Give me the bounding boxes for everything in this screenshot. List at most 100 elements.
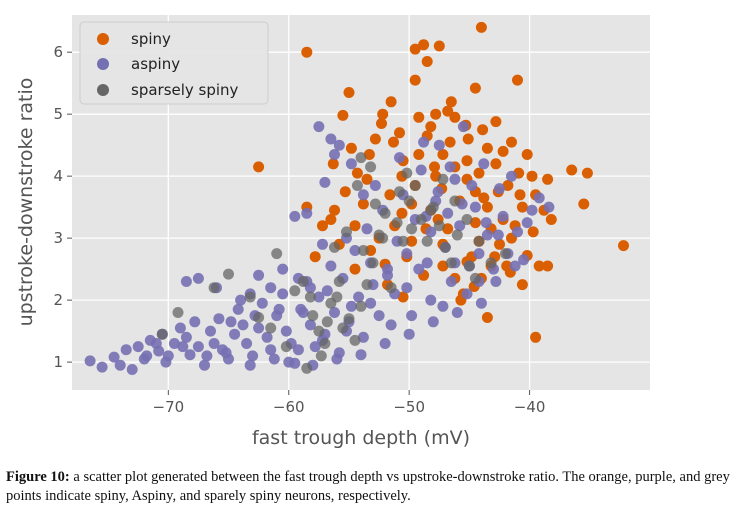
aspiny-point xyxy=(432,186,444,198)
sparsely-spiny-point xyxy=(223,268,234,280)
aspiny-point xyxy=(325,260,337,272)
aspiny-point xyxy=(427,316,439,328)
aspiny-point xyxy=(481,229,493,241)
aspiny-point xyxy=(401,248,413,260)
sparsely-spiny-point xyxy=(304,291,316,303)
aspiny-point xyxy=(457,121,469,133)
spiny-point xyxy=(433,40,445,52)
spiny-point xyxy=(369,133,381,145)
aspiny-point xyxy=(492,229,504,241)
aspiny-point xyxy=(433,139,445,151)
sparsely-spiny-point xyxy=(451,229,463,241)
aspiny-point xyxy=(213,313,225,325)
sparsely-spiny-point xyxy=(433,220,445,232)
aspiny-point xyxy=(425,294,437,306)
aspiny-point xyxy=(162,350,174,362)
y-tick-label: 4 xyxy=(53,167,63,185)
aspiny-point xyxy=(208,338,220,349)
aspiny-point xyxy=(394,152,405,164)
spiny-point xyxy=(418,39,430,51)
sparsely-spiny-point xyxy=(343,313,355,325)
sparsely-spiny-point xyxy=(461,214,473,225)
spiny-point xyxy=(329,204,340,216)
aspiny-point xyxy=(199,359,210,371)
legend-box xyxy=(79,21,269,105)
aspiny-point xyxy=(473,248,485,260)
spiny-point xyxy=(325,214,337,225)
sparsely-spiny-point xyxy=(341,226,352,238)
aspiny-point xyxy=(385,319,397,331)
sparsely-spiny-point xyxy=(156,328,168,340)
spiny-point xyxy=(363,149,375,160)
aspiny-point xyxy=(329,149,340,160)
aspiny-point xyxy=(461,288,473,300)
aspiny-point xyxy=(114,359,126,371)
aspiny-point xyxy=(533,192,545,204)
aspiny-point xyxy=(256,297,268,309)
sparsely-spiny-point xyxy=(172,307,184,318)
spiny-point xyxy=(462,133,474,145)
sparsely-spiny-point xyxy=(403,195,415,207)
scatter-chart: −70 −60 −50 −40 1 2 3 4 5 6 fast trough depth (mV… xyxy=(15,15,650,449)
aspiny-point xyxy=(309,341,321,353)
aspiny-point xyxy=(369,180,381,191)
spiny-point xyxy=(409,74,421,86)
aspiny-point xyxy=(543,201,555,213)
aspiny-point xyxy=(304,319,316,331)
legend-marker-spiny xyxy=(97,33,109,45)
aspiny-point xyxy=(333,139,345,151)
sparsely-spiny-point xyxy=(409,180,421,191)
spiny-point xyxy=(444,136,456,148)
aspiny-point xyxy=(201,350,213,362)
aspiny-point xyxy=(96,361,108,373)
spiny-point xyxy=(437,260,449,272)
legend-label-sparsely-spiny: sparsely spiny xyxy=(131,81,239,99)
sparsely-spiny-point xyxy=(355,300,367,312)
sparsely-spiny-point xyxy=(313,325,325,337)
aspiny-point xyxy=(357,189,369,201)
y-tick-label: 5 xyxy=(53,105,63,123)
sparsely-spiny-point xyxy=(301,362,313,374)
aspiny-point xyxy=(382,269,393,281)
sparsely-spiny-point xyxy=(394,186,405,198)
aspiny-point xyxy=(466,180,478,191)
aspiny-point xyxy=(192,272,204,284)
sparsely-spiny-point xyxy=(337,322,349,334)
sparsely-spiny-point xyxy=(208,282,220,294)
spiny-point xyxy=(376,118,387,129)
sparsely-spiny-point xyxy=(445,257,457,269)
aspiny-point xyxy=(329,307,340,318)
aspiny-point xyxy=(108,351,120,363)
aspiny-point xyxy=(297,307,309,318)
x-axis-label: fast trough depth (mV) xyxy=(252,427,470,449)
spiny-point xyxy=(339,186,351,198)
spiny-point xyxy=(377,108,389,120)
aspiny-point xyxy=(494,183,505,195)
aspiny-point xyxy=(138,353,150,365)
spiny-point xyxy=(481,312,493,323)
spiny-point xyxy=(490,116,502,128)
spiny-point xyxy=(337,109,349,121)
spiny-point xyxy=(497,145,509,157)
sparsely-spiny-point xyxy=(425,204,437,216)
sparsely-spiny-point xyxy=(361,279,373,291)
aspiny-point xyxy=(490,276,502,287)
spiny-point xyxy=(361,173,373,185)
aspiny-point xyxy=(469,201,481,213)
spiny-point xyxy=(442,223,454,235)
sparsely-spiny-point xyxy=(265,322,277,334)
legend: spiny aspiny sparsely spiny xyxy=(79,21,269,105)
aspiny-point xyxy=(361,223,373,235)
aspiny-point xyxy=(253,322,265,334)
aspiny-point xyxy=(283,356,295,368)
sparsely-spiny-point xyxy=(367,257,379,269)
spiny-point xyxy=(445,96,457,108)
aspiny-point xyxy=(301,207,313,219)
sparsely-spiny-point xyxy=(500,248,511,260)
aspiny-point xyxy=(273,303,285,315)
aspiny-point xyxy=(349,245,361,256)
caption-text: a scatter plot generated between the fas… xyxy=(6,469,730,504)
sparsely-spiny-point xyxy=(307,310,319,322)
spiny-point xyxy=(521,149,533,160)
x-tick-label: −70 xyxy=(153,398,185,416)
